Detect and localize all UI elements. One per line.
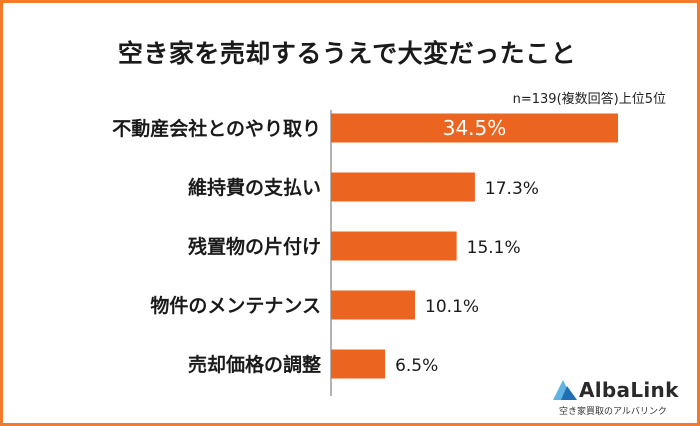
chart-title: 空き家を売却するうえで大変だったこと <box>117 39 577 68</box>
bar-1 <box>331 172 475 202</box>
logo-tagline: 空き家買取のアルバリンク <box>559 407 667 417</box>
value-label-0: 34.5% <box>443 116 507 140</box>
albalink-mark-icon <box>553 380 577 400</box>
value-label-2: 15.1% <box>467 238 521 258</box>
category-label-4: 売却価格の調整 <box>188 353 321 376</box>
value-label-1: 17.3% <box>485 179 539 199</box>
sample-note: n=139(複数回答)上位5位 <box>512 92 666 107</box>
category-label-3: 物件のメンテナンス <box>150 294 321 317</box>
category-label-0: 不動産会社とのやり取り <box>112 117 321 140</box>
bar-0 <box>331 113 619 143</box>
albalink-logo: AlbaLink 空き家買取のアルバリンク <box>553 378 678 418</box>
value-label-3: 10.1% <box>425 297 479 317</box>
bar-4 <box>331 349 386 379</box>
logo-name: AlbaLink <box>579 378 679 402</box>
bar-2 <box>331 231 457 261</box>
category-label-2: 残置物の片付け <box>188 235 321 258</box>
category-label-1: 維持費の支払い <box>188 176 321 199</box>
value-label-4: 6.5% <box>395 356 438 376</box>
bar-3 <box>331 290 416 320</box>
